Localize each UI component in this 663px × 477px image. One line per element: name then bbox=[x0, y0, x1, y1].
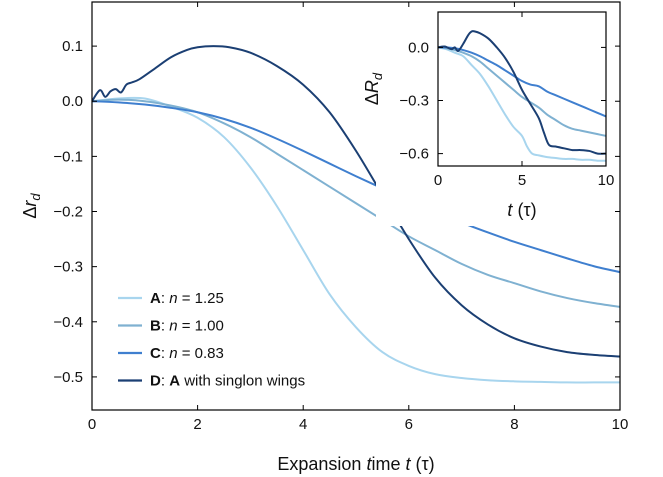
inset-series-2-line bbox=[438, 46, 606, 137]
main-y-tick-label: −0.3 bbox=[53, 259, 83, 276]
legend-label-1: A: n = 1.25 bbox=[150, 290, 224, 307]
inset-series-group bbox=[438, 30, 606, 162]
main-ticks-group: 0 2 4 6 8 10 0.1 0.0 −0.1 −0.2 −0.3 −0.4 −0.5 bbox=[53, 2, 628, 433]
main-x-tick-label: 10 bbox=[612, 416, 629, 433]
main-series-group bbox=[92, 45, 620, 384]
main-y-tick-label: −0.5 bbox=[53, 369, 83, 386]
legend-label-4: D: A with singlon wings bbox=[150, 373, 305, 390]
main-x-tick-label: 6 bbox=[405, 416, 413, 433]
main-x-tick-label: 8 bbox=[510, 416, 518, 433]
inset-x-tick-label: 0 bbox=[434, 172, 442, 189]
main-series-2-line bbox=[92, 98, 620, 308]
legend-label-3: C: n = 0.83 bbox=[150, 345, 224, 362]
main-y-tick-label: −0.4 bbox=[53, 314, 83, 331]
main-y-tick-label: −0.1 bbox=[53, 148, 83, 165]
inset-y-tick-label: −0.3 bbox=[399, 93, 429, 110]
inset-y-tick-label: −0.6 bbox=[399, 146, 429, 163]
legend: A: n = 1.25 B: n = 1.00 C: n = 0.83 D: A wi… bbox=[118, 290, 305, 390]
inset-x-tick-label: 5 bbox=[518, 172, 526, 189]
inset-series-3-line bbox=[438, 46, 606, 118]
main-chart: 0 2 4 6 8 10 0.1 0.0 −0.1 −0.2 −0.3 −0.4 −0.5 Expans… bbox=[20, 1, 628, 474]
inset-series-4-line bbox=[438, 30, 606, 155]
inset-x-tick-label: 10 bbox=[598, 172, 615, 189]
inset-ticks-group: 0 5 10 0.0 −0.3 −0.6 bbox=[399, 12, 614, 189]
main-x-tick-label: 4 bbox=[299, 416, 307, 433]
inset-x-axis-label: t (τ) bbox=[507, 200, 536, 220]
main-plot-frame bbox=[91, 1, 621, 411]
main-x-tick-label: 2 bbox=[193, 416, 201, 433]
main-series-4-line bbox=[92, 45, 620, 358]
legend-label-2: B: n = 1.00 bbox=[150, 318, 224, 335]
main-y-tick-label: 0.0 bbox=[62, 93, 83, 110]
main-y-tick-label: 0.1 bbox=[62, 38, 83, 55]
inset-y-tick-label: 0.0 bbox=[408, 39, 429, 56]
main-series-3-line bbox=[92, 100, 620, 274]
main-y-axis-label: Δrd​ bbox=[20, 193, 43, 219]
inset-series-1-line bbox=[438, 46, 606, 162]
inset-chart: 0 5 10 0.0 −0.3 −0.6 t (τ) ΔRd​ bbox=[362, 8, 614, 226]
inset-y-axis-label: ΔRd​ bbox=[362, 72, 385, 105]
main-x-tick-label: 0 bbox=[88, 416, 96, 433]
main-y-tick-label: −0.2 bbox=[53, 204, 83, 221]
main-x-axis-label: Expansion time t (τ) bbox=[277, 454, 434, 474]
